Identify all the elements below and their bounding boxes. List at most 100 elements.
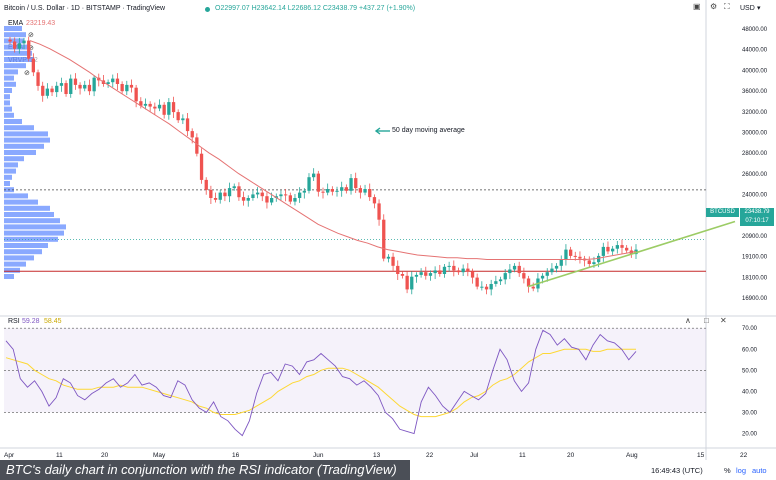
volume-profile-bar <box>4 199 38 205</box>
candle-body <box>237 186 241 198</box>
trend-line <box>527 220 736 288</box>
candle-body <box>284 194 288 196</box>
candle-body <box>115 78 120 84</box>
candle-body <box>372 197 377 204</box>
candle-body <box>78 84 82 89</box>
candle-body <box>111 78 115 83</box>
y-tick-label: 16900.00 <box>742 296 768 302</box>
candle-body <box>396 265 400 274</box>
rsi-y-tick-label: 30.00 <box>742 410 758 416</box>
volume-profile-bar <box>4 255 34 261</box>
visibility-icon[interactable]: ⊘ <box>24 70 30 77</box>
chevron-down-icon[interactable]: ▾ <box>757 5 761 12</box>
candle-body <box>587 260 591 264</box>
camera-icon[interactable]: ▣ <box>693 2 701 11</box>
candle-body <box>625 247 629 251</box>
volume-profile-bar <box>4 168 16 174</box>
symbol-title[interactable]: Bitcoin / U.S. Dollar · 1D · BITSTAMP · … <box>4 5 166 12</box>
visibility-icon[interactable]: ⊘ <box>28 32 34 39</box>
volume-profile-bar <box>4 119 22 124</box>
candle-body <box>125 84 129 92</box>
volume-profile-bar <box>4 57 34 62</box>
candle-body <box>554 265 559 269</box>
candle-body <box>31 58 35 73</box>
maximize-icon[interactable]: □ <box>704 316 709 325</box>
x-tick-label: 11 <box>519 452 526 459</box>
x-tick-label: May <box>153 452 166 459</box>
x-tick-label: Aug <box>626 452 638 459</box>
fullscreen-icon[interactable]: ⛶ <box>724 2 730 11</box>
volume-profile-bar <box>4 63 26 69</box>
candle-body <box>87 84 92 92</box>
settings-icon[interactable]: ⚙ <box>710 2 718 11</box>
candle-body <box>456 270 461 273</box>
ema-line <box>29 40 637 260</box>
candle-body <box>41 85 45 96</box>
candle-body <box>64 83 68 94</box>
volume-profile-bar <box>4 44 30 50</box>
volume-profile-bar <box>4 150 36 155</box>
candle-body <box>195 137 199 154</box>
candle-body <box>433 270 437 274</box>
rsi-y-tick-label: 60.00 <box>742 347 758 353</box>
rsi-y-tick-label: 20.00 <box>742 432 758 438</box>
volume-profile-bar <box>4 75 14 81</box>
rsi-label[interactable]: RSI <box>8 318 20 325</box>
rsi-value: 59.28 <box>22 318 40 325</box>
candle-body <box>550 268 554 273</box>
candle-body <box>22 40 26 44</box>
volume-profile-bar <box>4 181 10 186</box>
rsi-line <box>5 329 637 437</box>
volume-profile-bar <box>4 212 54 217</box>
rsi-y-tick-label: 50.00 <box>742 368 758 374</box>
y-tick-label: 26000.00 <box>742 172 768 178</box>
volume-profile-bar <box>4 274 14 279</box>
y-tick-label: 36000.00 <box>742 89 768 95</box>
currency-select[interactable]: USD <box>740 5 755 12</box>
candle-body <box>204 179 208 190</box>
candle-body <box>442 266 447 274</box>
candle-body <box>344 187 348 191</box>
volume-profile-bar <box>4 131 48 137</box>
volume-profile-bar <box>4 26 22 31</box>
figure-caption: BTC's daily chart in conjunction with th… <box>0 460 410 480</box>
candle-body <box>592 262 596 264</box>
auto-toggle[interactable]: auto <box>752 466 767 475</box>
volume-profile-bar <box>4 174 12 180</box>
candle-body <box>559 259 563 266</box>
candle-body <box>386 256 391 259</box>
candle-body <box>120 84 124 92</box>
rsi-y-tick-label: 40.00 <box>742 389 758 395</box>
volume-profile-bar <box>4 88 12 93</box>
candle-body <box>508 269 512 274</box>
candle-body <box>326 189 330 193</box>
candle-body <box>307 177 311 191</box>
visibility-icon[interactable]: ⊘ <box>28 45 34 52</box>
volume-profile-bar <box>4 94 10 100</box>
candle-body <box>223 192 227 197</box>
log-toggle[interactable]: log <box>736 466 747 475</box>
y-tick-label: 28000.00 <box>742 151 768 157</box>
volume-profile-bar <box>4 261 26 267</box>
close-icon[interactable]: ✕ <box>720 316 727 325</box>
candle-body <box>414 274 419 277</box>
move-up-icon[interactable]: ∧ <box>685 316 691 325</box>
y-tick-label: 18100.00 <box>742 275 768 281</box>
candle-body <box>298 192 302 198</box>
candle-body <box>377 203 381 220</box>
candle-body <box>484 286 489 290</box>
volume-profile-bar <box>4 137 50 143</box>
y-tick-label: 24000.00 <box>742 193 768 199</box>
x-tick-label: 13 <box>373 452 381 459</box>
candle-body <box>461 268 465 273</box>
ema-label[interactable]: EMA <box>8 20 24 27</box>
percent-toggle[interactable]: % <box>724 466 731 475</box>
volume-profile-bar <box>4 112 14 118</box>
volume-profile-bar <box>4 100 10 106</box>
candle-body <box>438 270 442 274</box>
ohlc-readout: O22997.07 H23642.14 L22686.12 C23438.79 … <box>215 5 416 12</box>
candle-body <box>260 192 264 197</box>
candle-body <box>288 195 292 202</box>
candle-body <box>83 84 87 89</box>
